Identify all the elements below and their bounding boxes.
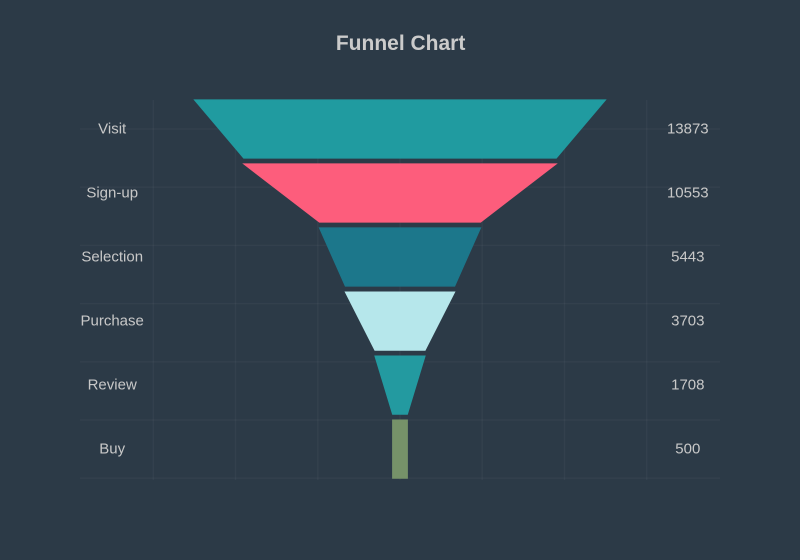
svg-text:5443: 5443 [671,249,704,266]
svg-text:Visit: Visit [98,121,127,138]
svg-text:1708: 1708 [671,377,704,394]
svg-text:10553: 10553 [667,185,709,202]
svg-text:Sign-up: Sign-up [86,185,138,202]
svg-text:Selection: Selection [81,249,143,266]
svg-text:3703: 3703 [671,313,704,330]
svg-text:13873: 13873 [667,121,709,138]
svg-text:Buy: Buy [99,441,125,458]
svg-text:500: 500 [675,441,700,458]
svg-text:Purchase: Purchase [81,313,144,330]
svg-text:Funnel Chart: Funnel Chart [336,32,466,55]
svg-text:Review: Review [88,377,137,394]
